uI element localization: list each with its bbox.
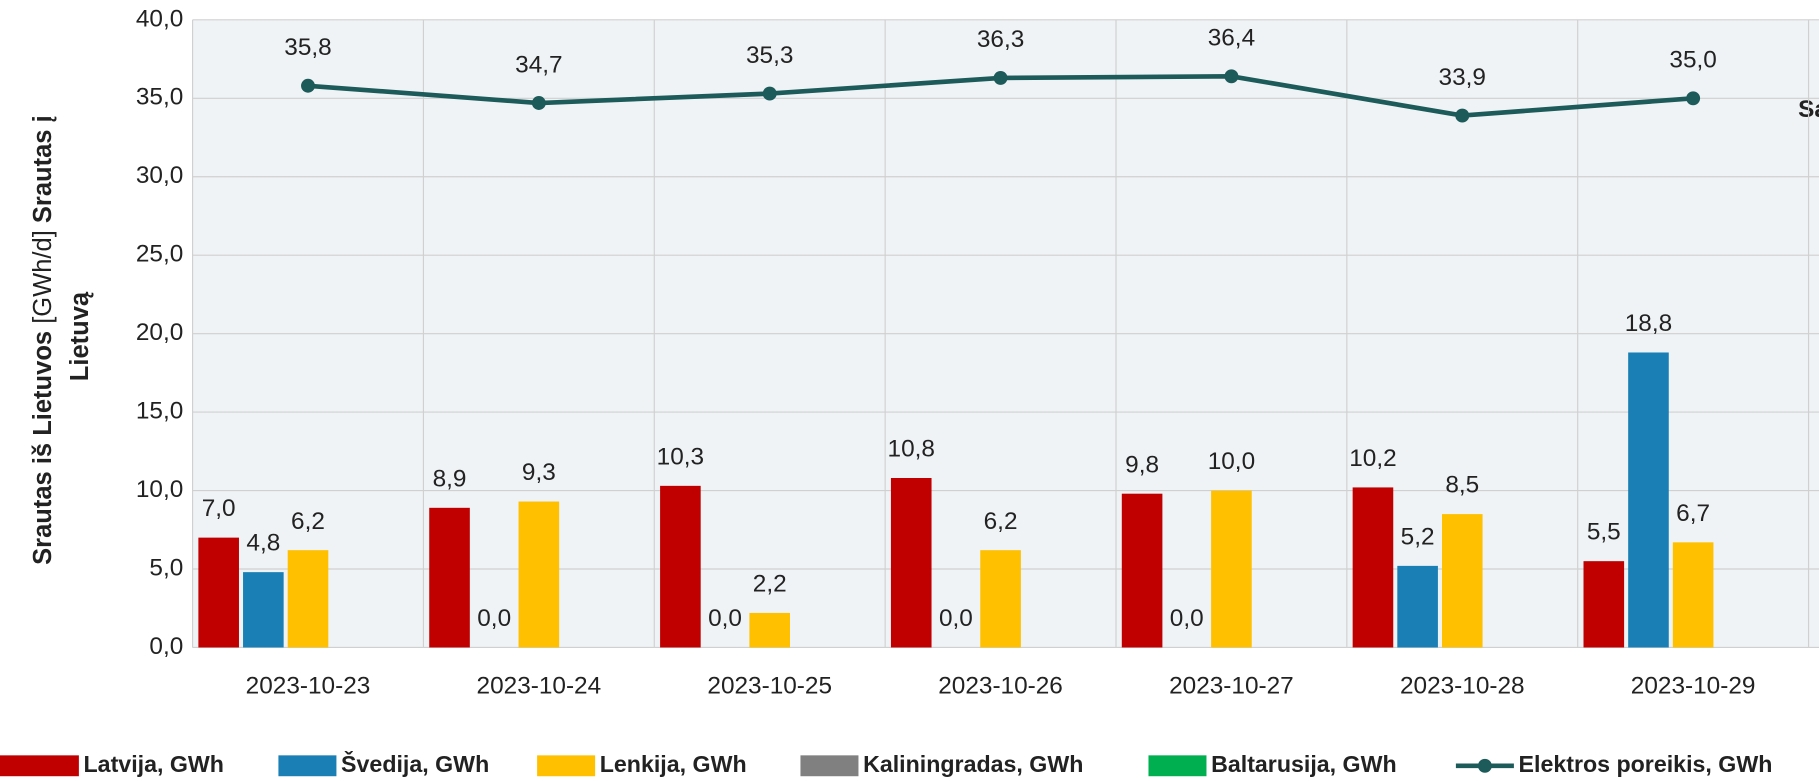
- y-label-part: Lietuvą: [66, 291, 94, 381]
- bar: [429, 507, 470, 648]
- bar: [980, 550, 1021, 648]
- data-label: 6,2: [291, 508, 325, 535]
- bar: [1441, 514, 1483, 648]
- data-label: 7,0: [202, 495, 236, 522]
- bar: [198, 537, 239, 648]
- legend-swatch-dot: [1477, 758, 1492, 773]
- data-label: 0,0: [477, 605, 511, 632]
- data-label: 18,8: [1625, 310, 1672, 337]
- bar: [1583, 561, 1625, 648]
- data-label: 10,2: [1349, 445, 1396, 472]
- data-label: 4,8: [246, 530, 280, 557]
- bar: [1211, 490, 1252, 648]
- data-label: 33,9: [1439, 64, 1486, 91]
- line-point: [1455, 108, 1470, 123]
- data-label: 35,0: [1669, 47, 1716, 74]
- y-tick-label: 0,0: [149, 633, 183, 660]
- data-label: 9,3: [522, 459, 556, 486]
- x-tick-label: 2023-10-28: [1400, 672, 1525, 699]
- legend-label: Latvija, GWh: [84, 751, 224, 777]
- x-tick-label: 2023-10-26: [938, 672, 1063, 699]
- legend-label: Kaliningradas, GWh: [863, 751, 1083, 777]
- y-label-part: Srautas į: [29, 115, 57, 223]
- y-tick-label: 30,0: [136, 162, 183, 189]
- y-tick-label: 10,0: [136, 476, 183, 503]
- data-label: 6,2: [984, 508, 1018, 535]
- data-label: 34,7: [515, 51, 562, 78]
- data-label: 2,2: [753, 571, 787, 598]
- line-point: [1224, 69, 1239, 84]
- legend-swatch: [800, 755, 859, 777]
- x-tick-label: 2023-10-23: [246, 672, 371, 699]
- bar: [660, 485, 701, 648]
- bar: [1121, 493, 1163, 648]
- y-axis-label: Srautas iš Lietuvos [GWh/d] Srautas į Li…: [29, 108, 94, 565]
- legend-swatch: [0, 755, 79, 777]
- data-label: 9,8: [1125, 451, 1159, 478]
- bar: [287, 550, 329, 648]
- data-label: 35,8: [284, 34, 331, 61]
- y-label-part: [GWh/d]: [29, 230, 57, 324]
- data-label: 36,4: [1208, 25, 1255, 52]
- bar: [243, 572, 284, 648]
- data-label: 6,7: [1676, 500, 1710, 527]
- data-label: 35,3: [746, 42, 793, 69]
- legend-swatch: [278, 755, 337, 777]
- line-point: [993, 70, 1008, 85]
- y-tick-label: 5,0: [149, 554, 183, 581]
- x-tick-label: 2023-10-24: [477, 672, 602, 699]
- y-tick-label: 20,0: [136, 319, 183, 346]
- data-label: 8,9: [433, 465, 467, 492]
- data-label: 5,2: [1401, 523, 1435, 550]
- x-tick-label: 2023-10-29: [1631, 672, 1756, 699]
- y-tick-label: 40,0: [136, 5, 183, 32]
- data-label: 10,3: [657, 443, 704, 470]
- y-tick-label: 15,0: [136, 398, 183, 425]
- legend-label: Elektros poreikis, GWh: [1519, 751, 1773, 777]
- data-label: 8,5: [1445, 472, 1479, 499]
- bar: [1352, 487, 1394, 648]
- line-point: [301, 78, 315, 93]
- legend-label: Baltarusija, GWh: [1211, 751, 1397, 777]
- bar: [1628, 352, 1669, 648]
- line-point: [531, 96, 546, 110]
- bar: [518, 501, 560, 648]
- y-tick-label: 25,0: [136, 241, 183, 268]
- legend-swatch: [1148, 755, 1207, 777]
- data-label: 0,0: [1170, 605, 1204, 632]
- data-label: 0,0: [939, 605, 973, 632]
- bar: [1672, 542, 1714, 648]
- data-label: 10,0: [1208, 448, 1255, 475]
- legend-label: Lenkija, GWh: [600, 751, 747, 777]
- line-point: [762, 86, 777, 101]
- line-point: [1686, 91, 1701, 106]
- x-tick-label: 2023-10-25: [707, 672, 832, 699]
- bar: [1397, 565, 1438, 648]
- y-label-part: Srautas iš Lietuvos: [29, 331, 57, 565]
- bar: [749, 612, 791, 648]
- data-label: 10,8: [888, 436, 935, 463]
- data-label: 5,5: [1587, 519, 1621, 546]
- data-label: 36,3: [977, 26, 1024, 53]
- legend-label: Švedija, GWh: [341, 750, 489, 777]
- data-label: 0,0: [708, 605, 742, 632]
- legend-swatch: [537, 755, 596, 777]
- x-tick-label: 2023-10-27: [1169, 672, 1294, 699]
- y-tick-label: 35,0: [136, 84, 183, 111]
- bar: [890, 478, 932, 648]
